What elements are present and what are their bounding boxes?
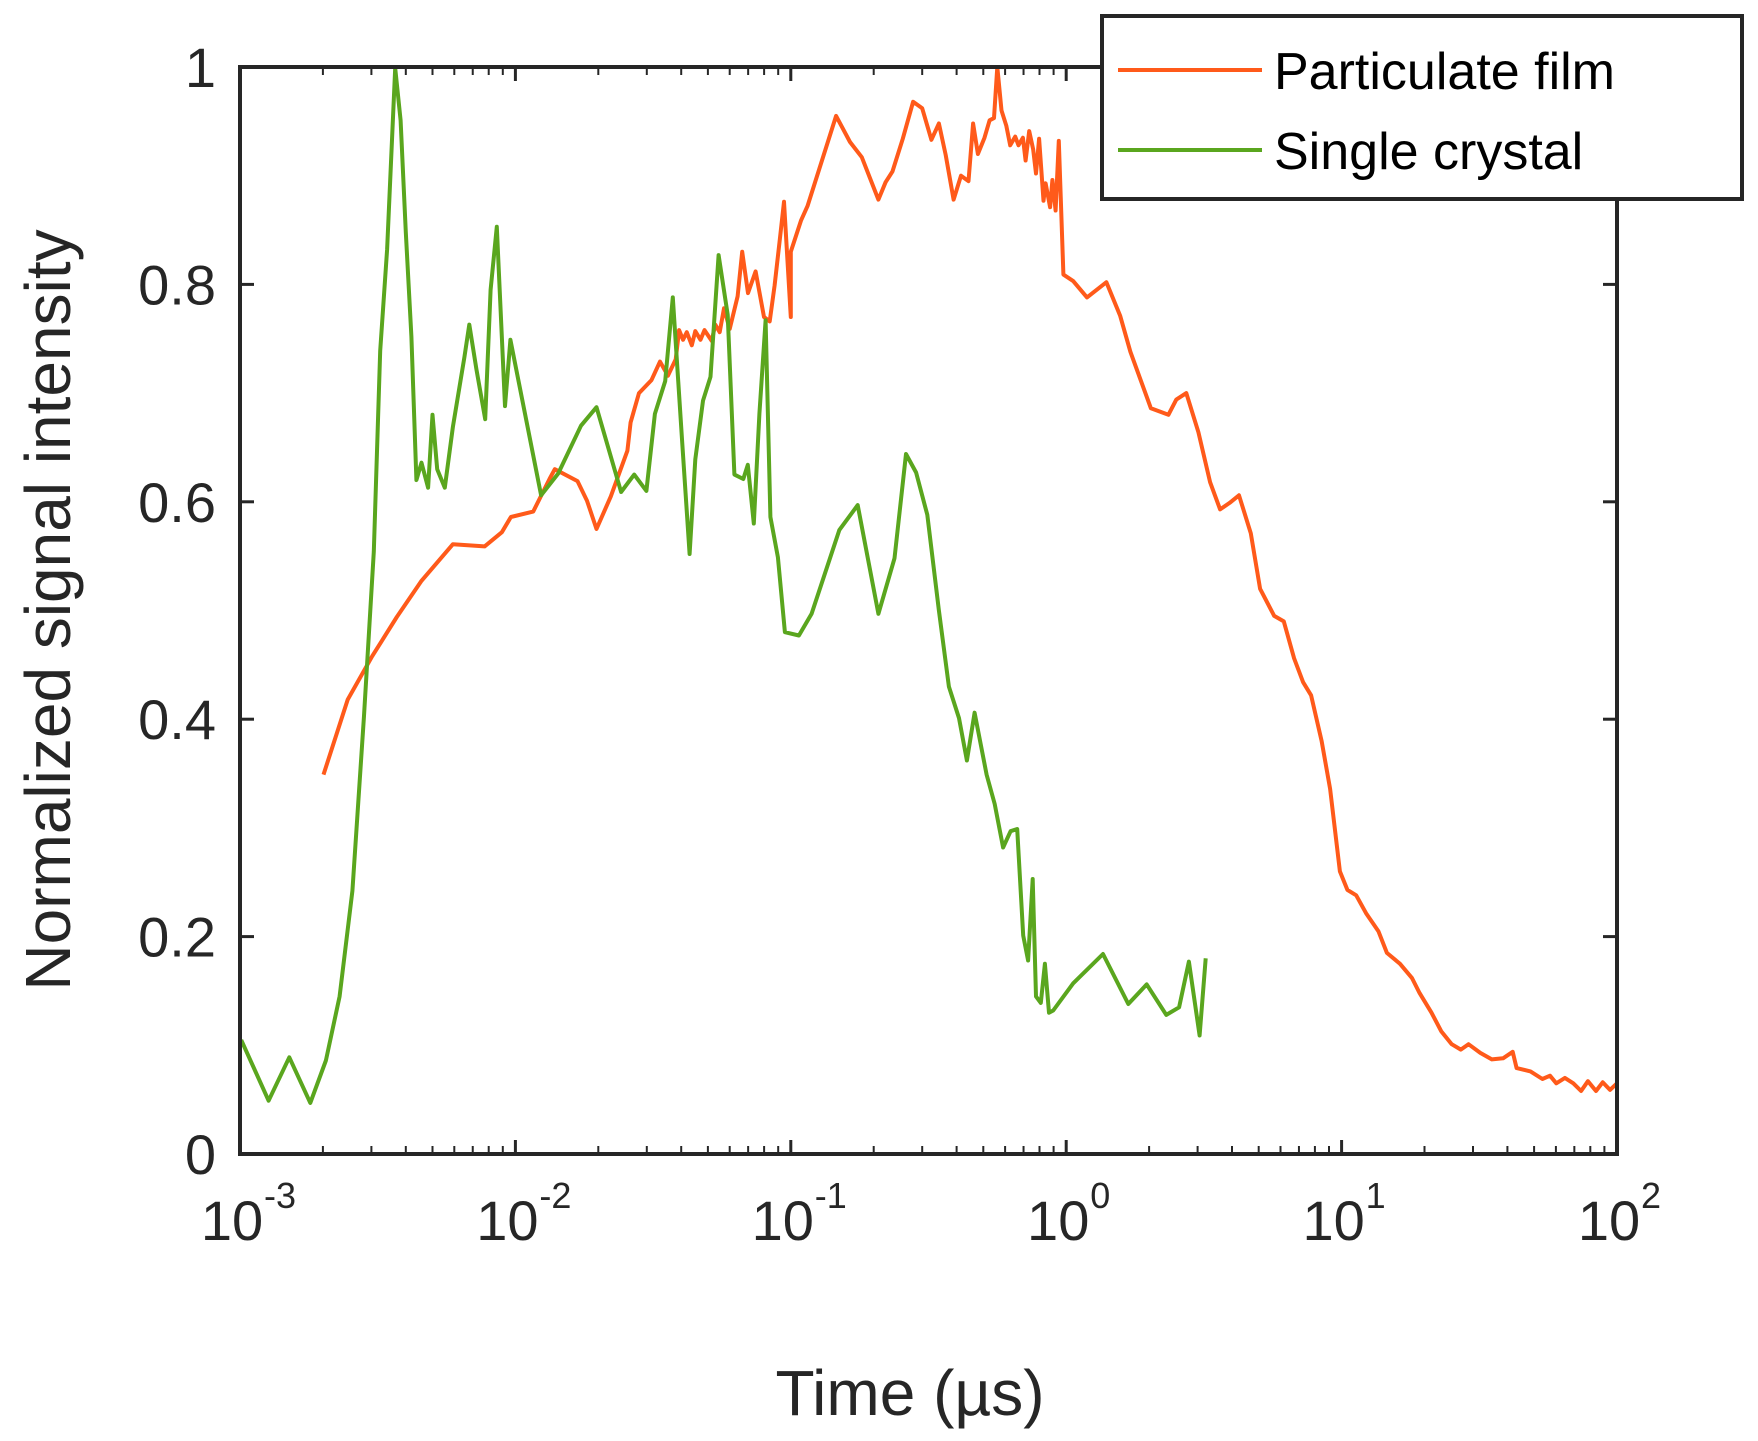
x-tick-label: 10 -1	[752, 1175, 847, 1252]
y-axis-title: Normalized signal intensity	[12, 229, 84, 990]
plot-lines	[239, 65, 1619, 1105]
x-tick-label-exponent: 2	[1641, 1175, 1661, 1216]
plot-frame	[238, 65, 1619, 1156]
legend-box	[1100, 14, 1744, 201]
x-tick-label-exponent: -1	[815, 1175, 847, 1216]
x-tick-label-base: 10	[1302, 1189, 1364, 1252]
x-tick-label-exponent: 0	[1090, 1175, 1110, 1216]
legend: Particulate film Single crystal	[1100, 14, 1744, 201]
x-tick-label: 10 1	[1302, 1175, 1385, 1252]
x-tick-label-base: 10	[201, 1189, 263, 1252]
y-tick-label: 0.2	[138, 906, 216, 969]
x-tick-label: 10 0	[1027, 1175, 1110, 1252]
legend-label-single-crystal: Single crystal	[1274, 123, 1583, 181]
x-tick-label-exponent: -3	[264, 1175, 296, 1216]
x-tick-label: 10 -3	[201, 1175, 296, 1252]
x-tick-label-exponent: 1	[1366, 1175, 1386, 1216]
x-tick-label-base: 10	[1027, 1189, 1089, 1252]
x-tick-label-base: 10	[1578, 1189, 1640, 1252]
x-tick-label-base: 10	[752, 1189, 814, 1252]
x-axis-title: Time (µs)	[775, 1357, 1044, 1429]
y-tick-label: 0.8	[138, 253, 216, 316]
legend-label-particulate-film: Particulate film	[1274, 43, 1615, 101]
y-tick-label: 0.6	[138, 471, 216, 534]
x-tick-label-base: 10	[476, 1189, 538, 1252]
series-line-particulate-film	[321, 65, 1619, 1093]
y-tick-label: 0.4	[138, 688, 216, 751]
x-tick-labels: 10 -3 10 -2 10 -1 10 0 10 1 10 2	[201, 1175, 1661, 1252]
y-tick-label: 0	[185, 1123, 216, 1186]
y-tick-label: 1	[185, 36, 216, 99]
x-tick-label: 10 2	[1578, 1175, 1661, 1252]
y-tick-labels: 0 0.2 0.4 0.6 0.8 1	[138, 36, 216, 1186]
series-line-single-crystal	[239, 66, 1208, 1105]
x-tick-label-exponent: -2	[539, 1175, 571, 1216]
x-tick-label: 10 -2	[476, 1175, 571, 1252]
